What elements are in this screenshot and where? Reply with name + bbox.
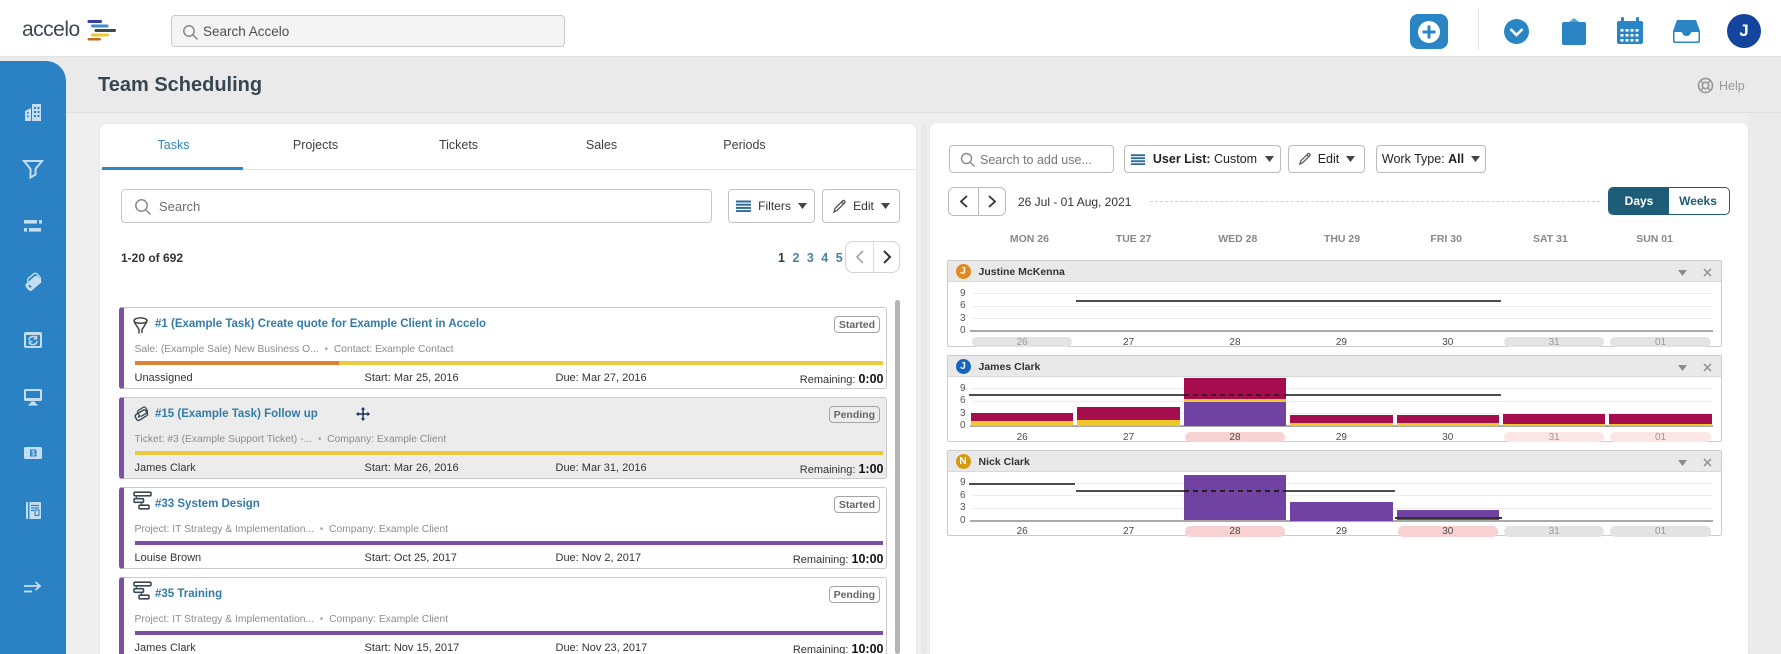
svg-text:$: $: [31, 451, 35, 458]
